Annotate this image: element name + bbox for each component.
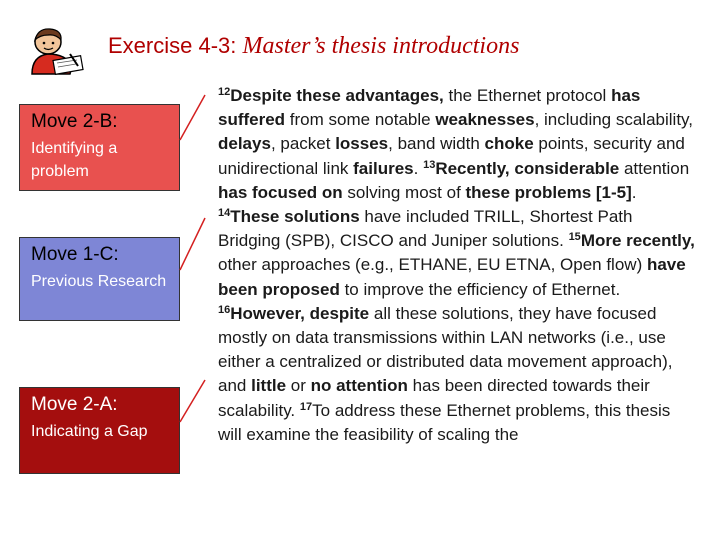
paragraph-segment: , including scalability, bbox=[534, 110, 694, 130]
slide-header: Exercise 4-3: Master’s thesis introducti… bbox=[0, 0, 720, 80]
sentence-number: 16 bbox=[218, 303, 231, 316]
paragraph-segment: . bbox=[413, 158, 424, 178]
paragraph-segment: failures bbox=[353, 158, 414, 178]
paragraph-segment: To address these Ethernet problems, this… bbox=[218, 400, 671, 444]
paragraph-segment: points, security and unidirectional link bbox=[218, 134, 685, 178]
slide-subtitle: Master’s thesis introductions bbox=[242, 33, 520, 59]
connector-move-2b bbox=[179, 94, 206, 141]
paragraph-segment: losses bbox=[335, 134, 389, 154]
sentence-number: 17 bbox=[299, 400, 313, 413]
slide-title: Exercise 4-3: Master’s thesis introducti… bbox=[108, 33, 519, 60]
paragraph-segment: no attention bbox=[310, 376, 408, 396]
paragraph-segment: all these solutions, they have focused m… bbox=[218, 303, 673, 396]
paragraph-segment: to improve the efficiency of Ethernet. bbox=[339, 279, 621, 299]
paragraph-segment: has suffered bbox=[218, 86, 641, 130]
move-2b-title: Move 2-B: bbox=[31, 111, 118, 132]
exercise-label: Exercise 4-3: bbox=[108, 33, 237, 58]
paragraph-segment: these problems [1-5] bbox=[465, 182, 632, 202]
paragraph-segment: Recently, considerable bbox=[435, 158, 620, 178]
move-2b-box: Move 2-B: Identifying a problem bbox=[19, 104, 180, 191]
move-1c-box: Move 1-C: Previous Research bbox=[19, 237, 180, 321]
paragraph-segment: or bbox=[286, 376, 311, 396]
sentence-number: 14 bbox=[218, 207, 231, 220]
move-1c-title: Move 1-C: bbox=[31, 244, 119, 265]
paragraph-segment: delays bbox=[218, 134, 271, 154]
paragraph-segment: These solutions bbox=[230, 207, 360, 227]
move-1c-description: Previous Research bbox=[31, 273, 167, 290]
paragraph-segment: other approaches (e.g., ETHANE, EU ETNA,… bbox=[218, 255, 647, 275]
paragraph-segment: attention bbox=[619, 158, 690, 178]
move-2a-box: Move 2-A: Indicating a Gap bbox=[19, 387, 180, 474]
sentence-number: 12 bbox=[218, 86, 231, 98]
paragraph-segment: , band width bbox=[388, 134, 485, 154]
paragraph-segment: weaknesses bbox=[435, 110, 535, 130]
paragraph-segment: have included TRILL, Shortest Path Bridg… bbox=[218, 207, 633, 251]
paragraph-segment: has focused on bbox=[218, 182, 343, 202]
paragraph-segment: . bbox=[631, 182, 637, 202]
move-2b-description: Identifying a problem bbox=[31, 140, 118, 180]
sentence-number: 13 bbox=[423, 158, 436, 171]
move-2a-description: Indicating a Gap bbox=[31, 423, 148, 440]
person-writing-icon bbox=[31, 28, 84, 76]
move-2a-title: Move 2-A: bbox=[31, 394, 118, 415]
paragraph-segment: However, despite bbox=[230, 303, 370, 323]
connector-move-1c bbox=[179, 217, 206, 271]
connector-move-2a bbox=[179, 379, 206, 423]
paragraph-segment: More recently, bbox=[580, 231, 695, 251]
paragraph-segment: Despite these advantages, bbox=[230, 86, 444, 105]
sentence-number: 15 bbox=[568, 231, 581, 244]
paragraph-segment: , packet bbox=[270, 134, 336, 154]
paragraph-segment: from some notable bbox=[285, 110, 436, 130]
thesis-paragraph: 12Despite these advantages, the Ethernet… bbox=[218, 84, 698, 447]
paragraph-segment: have been proposed bbox=[218, 255, 686, 299]
paragraph-segment: the Ethernet protocol bbox=[443, 86, 612, 105]
paragraph-segment: has been directed towards their scalabil… bbox=[218, 376, 650, 420]
paragraph-segment: little bbox=[251, 376, 287, 396]
paragraph-segment: solving most of bbox=[342, 182, 466, 202]
paragraph-segment: choke bbox=[484, 134, 534, 154]
